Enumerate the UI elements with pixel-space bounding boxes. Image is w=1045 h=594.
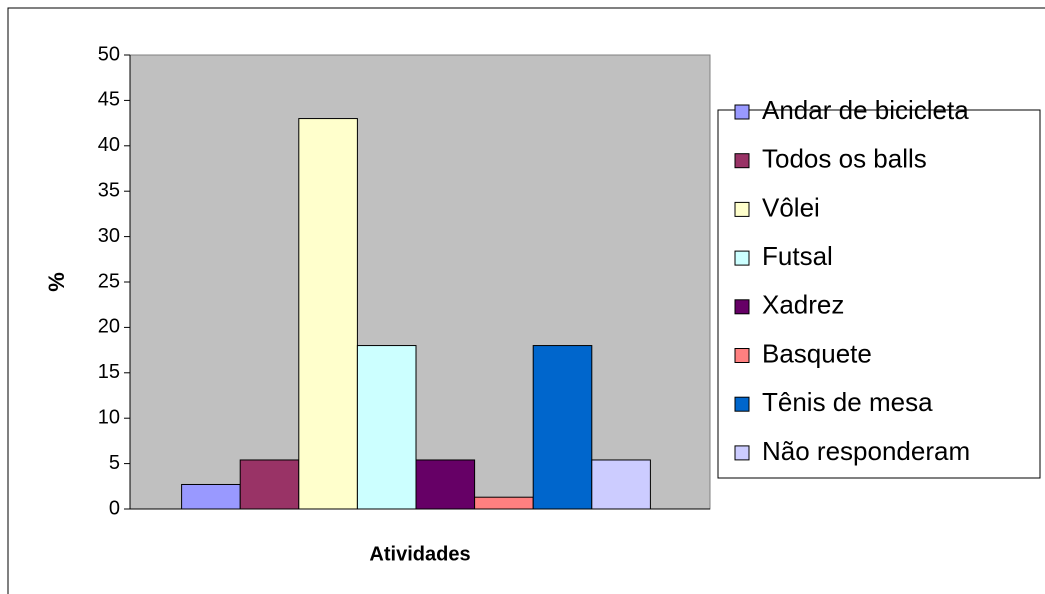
y-tick-label: 45 xyxy=(98,89,120,111)
legend-swatch xyxy=(734,445,750,461)
legend-swatch xyxy=(734,250,750,266)
y-tick-label: 50 xyxy=(98,43,120,65)
y-tick-label: 0 xyxy=(109,497,120,519)
y-tick-label: 30 xyxy=(98,225,120,247)
y-tick-label: 25 xyxy=(98,270,120,292)
y-tick-label: 40 xyxy=(98,134,120,156)
bar xyxy=(474,496,534,510)
bar xyxy=(591,459,651,510)
bar xyxy=(181,483,241,510)
y-tick-label: 35 xyxy=(98,179,120,201)
bar xyxy=(298,118,358,510)
y-axis-label: % xyxy=(44,272,69,292)
legend-label: Todos os balls xyxy=(762,144,927,174)
bar xyxy=(415,459,476,510)
legend-swatch xyxy=(734,348,750,363)
bar xyxy=(239,459,300,510)
legend-label: Basquete xyxy=(762,338,872,368)
legend-label: Futsal xyxy=(762,241,833,271)
y-tick-label: 10 xyxy=(98,406,120,428)
legend-swatch xyxy=(734,153,750,169)
bar xyxy=(356,345,417,510)
legend-label: Xadrez xyxy=(762,290,844,320)
legend-swatch xyxy=(734,396,750,412)
y-tick-label: 20 xyxy=(98,316,120,338)
y-tick-label: 15 xyxy=(98,361,120,383)
legend-label: Não responderam xyxy=(762,436,970,466)
x-axis-label: Atividades xyxy=(369,543,470,565)
legend-label: Tênis de mesa xyxy=(762,387,933,417)
legend-swatch xyxy=(734,299,750,315)
bar xyxy=(532,345,593,510)
legend-swatch xyxy=(734,201,750,217)
legend-label: Andar de bicicleta xyxy=(762,95,969,125)
legend-swatch xyxy=(734,104,750,120)
plot-area xyxy=(129,54,711,510)
legend xyxy=(717,109,1041,479)
legend-label: Vôlei xyxy=(762,192,820,222)
y-tick-label: 5 xyxy=(109,452,120,474)
